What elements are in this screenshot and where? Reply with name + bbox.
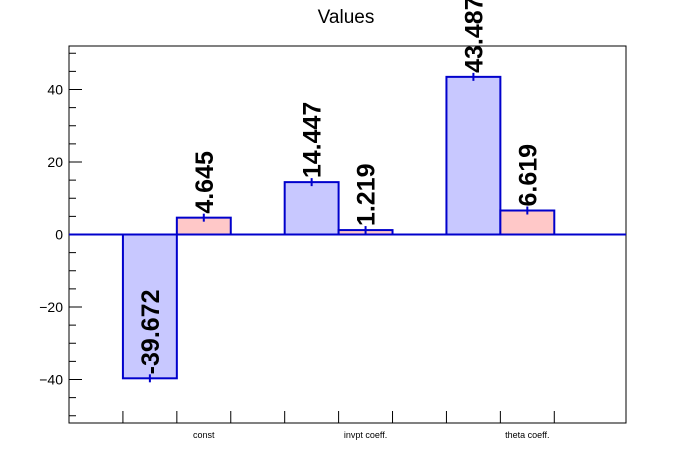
bars xyxy=(121,72,556,383)
data-label: 4.645 xyxy=(191,151,219,214)
data-label: 43.487 xyxy=(460,0,488,73)
y-axis: −40 −20 0 20 40 xyxy=(39,52,82,417)
data-labels: -39.672 4.645 14.447 1.219 43.487 6.619 xyxy=(137,0,542,374)
category-label: const xyxy=(193,430,215,440)
bar xyxy=(445,75,502,236)
y-tick-label: 40 xyxy=(47,82,63,98)
data-label: -39.672 xyxy=(137,290,165,375)
data-label: 1.219 xyxy=(353,164,381,227)
bar xyxy=(283,181,340,236)
data-label: 14.447 xyxy=(299,102,327,178)
y-tick-label: −40 xyxy=(39,372,63,388)
category-label: theta coeff. xyxy=(505,430,549,440)
y-tick-label: 20 xyxy=(47,154,63,170)
data-label: 6.619 xyxy=(514,144,542,207)
y-tick-label: 0 xyxy=(55,227,63,243)
x-axis: const invpt coeff. theta coeff. xyxy=(122,411,555,440)
bar xyxy=(121,233,178,380)
chart-title: Values xyxy=(318,7,375,28)
category-label: invpt coeff. xyxy=(344,430,387,440)
y-tick-label: −20 xyxy=(39,299,63,315)
